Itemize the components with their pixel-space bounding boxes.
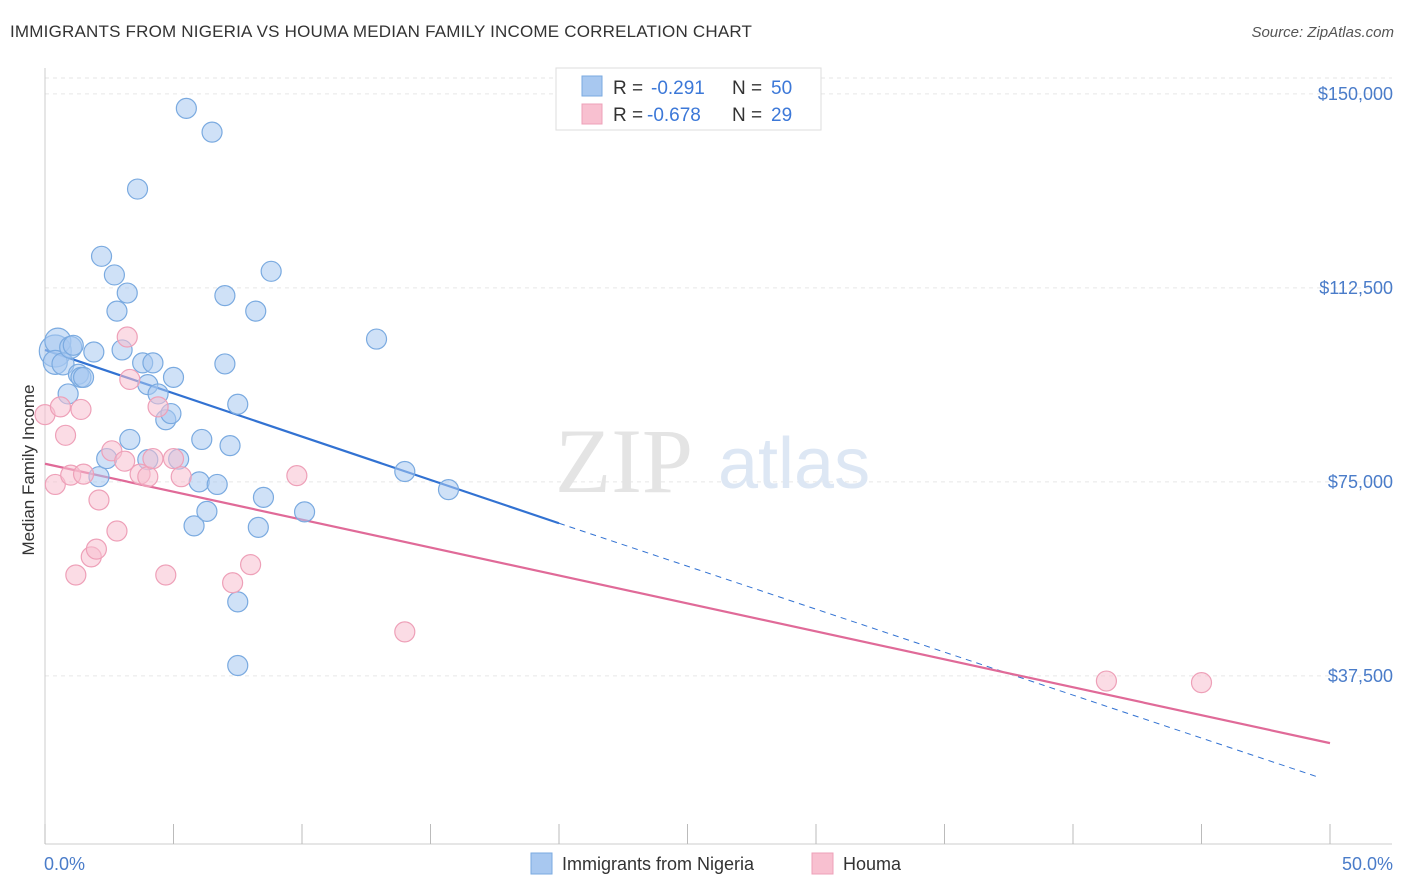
point-houma-23 xyxy=(222,572,244,594)
x-tick-label-max: 50.0% xyxy=(1342,854,1393,874)
point-houma-21 xyxy=(162,447,185,470)
point-nigeria-5 xyxy=(62,334,84,356)
point-nigeria-36 xyxy=(183,515,205,537)
bottom-legend-swatch-nigeria xyxy=(530,852,553,875)
legend-r-label-houma: R = xyxy=(613,105,643,126)
legend-n-value-houma: 29 xyxy=(771,105,792,126)
point-nigeria-48 xyxy=(394,460,416,483)
point-nigeria-37 xyxy=(188,471,210,493)
point-houma-18 xyxy=(142,447,164,470)
point-houma-1 xyxy=(44,473,66,496)
point-nigeria-41 xyxy=(219,435,241,457)
point-nigeria-45 xyxy=(227,591,249,613)
legend-r-label-nigeria: R = xyxy=(613,78,643,99)
point-houma-12 xyxy=(106,520,128,542)
point-nigeria-43 xyxy=(252,486,275,508)
point-houma-10 xyxy=(88,489,110,511)
top-legend: R = -0.291 N = 50 R = -0.678 N = 29 xyxy=(555,67,822,131)
point-nigeria-33 xyxy=(119,428,141,451)
point-nigeria-18 xyxy=(142,352,164,374)
y-tick-label-1: $75,000 xyxy=(1328,472,1393,492)
point-nigeria-11 xyxy=(90,245,113,267)
point-nigeria-42 xyxy=(247,516,269,538)
point-houma-15 xyxy=(119,368,141,391)
point-houma-2 xyxy=(49,396,72,418)
point-houma-6 xyxy=(70,398,92,421)
point-nigeria-9 xyxy=(83,341,105,363)
x-ticks xyxy=(44,824,1331,844)
point-houma-7 xyxy=(72,463,95,485)
point-nigeria-39 xyxy=(191,428,213,451)
point-houma-3 xyxy=(54,424,77,446)
point-nigeria-27 xyxy=(214,285,236,307)
bottom-legend: Immigrants from Nigeria Houma xyxy=(530,852,902,875)
chart-title: IMMIGRANTS FROM NIGERIA VS HOUMA MEDIAN … xyxy=(10,22,753,41)
point-nigeria-16 xyxy=(126,178,149,200)
y-tick-label-3: $150,000 xyxy=(1318,84,1393,104)
point-nigeria-38 xyxy=(196,500,218,522)
legend-swatch-houma xyxy=(581,103,603,125)
legend-n-label-houma: N = xyxy=(732,105,762,126)
point-houma-17 xyxy=(137,466,159,488)
legend-r-value-nigeria: -0.291 xyxy=(651,78,705,99)
trendline-houma xyxy=(44,462,1331,745)
point-houma-20 xyxy=(155,564,177,586)
point-houma-5 xyxy=(65,564,87,586)
point-houma-26 xyxy=(394,621,416,643)
point-nigeria-25 xyxy=(201,121,223,143)
point-nigeria-29 xyxy=(245,300,267,322)
point-houma-13 xyxy=(114,450,136,472)
point-nigeria-49 xyxy=(437,479,460,501)
y-tick-label-2: $112,500 xyxy=(1319,278,1393,298)
point-nigeria-28 xyxy=(227,393,249,415)
trendline-nigeria-extension xyxy=(558,522,1318,778)
axes xyxy=(44,68,1392,845)
point-nigeria-40 xyxy=(206,473,228,496)
point-nigeria-23 xyxy=(162,366,185,388)
watermark: ZIP atlas xyxy=(555,410,870,512)
y-axis-label: Median Family Income xyxy=(19,384,38,555)
y-tick-label-0: $37,500 xyxy=(1328,666,1393,686)
legend-n-value-nigeria: 50 xyxy=(771,78,792,99)
x-tick-label-min: 0.0% xyxy=(44,854,85,874)
y-tick-labels: $37,500 $75,000 $112,500 $150,000 xyxy=(1318,84,1393,686)
point-houma-22 xyxy=(170,466,192,488)
point-houma-9 xyxy=(85,538,108,560)
point-nigeria-12 xyxy=(103,264,125,286)
point-nigeria-8 xyxy=(72,366,95,388)
point-nigeria-13 xyxy=(106,300,128,322)
point-houma-19 xyxy=(147,396,169,418)
point-houma-28 xyxy=(1190,671,1213,694)
data-points xyxy=(34,97,1213,694)
point-houma-24 xyxy=(240,554,262,576)
point-nigeria-46 xyxy=(227,654,249,677)
point-nigeria-26 xyxy=(214,353,236,375)
gridlines xyxy=(45,77,1392,677)
bottom-legend-swatch-houma xyxy=(811,852,834,875)
point-nigeria-44 xyxy=(293,501,316,523)
watermark-zip: ZIP xyxy=(555,410,693,512)
point-nigeria-30 xyxy=(260,260,282,282)
point-houma-25 xyxy=(286,465,308,487)
bottom-legend-label-houma: Houma xyxy=(843,854,902,874)
point-nigeria-14 xyxy=(116,282,138,304)
point-houma-27 xyxy=(1095,670,1118,692)
chart-source: Source: ZipAtlas.com xyxy=(1251,24,1394,41)
watermark-atlas: atlas xyxy=(718,424,870,504)
bottom-legend-label-nigeria: Immigrants from Nigeria xyxy=(562,854,755,874)
point-houma-14 xyxy=(116,326,138,348)
point-nigeria-24 xyxy=(175,97,197,119)
legend-r-value-houma: -0.678 xyxy=(647,105,701,126)
point-nigeria-47 xyxy=(365,328,388,350)
legend-swatch-nigeria xyxy=(581,75,603,97)
legend-n-label-nigeria: N = xyxy=(732,78,762,99)
